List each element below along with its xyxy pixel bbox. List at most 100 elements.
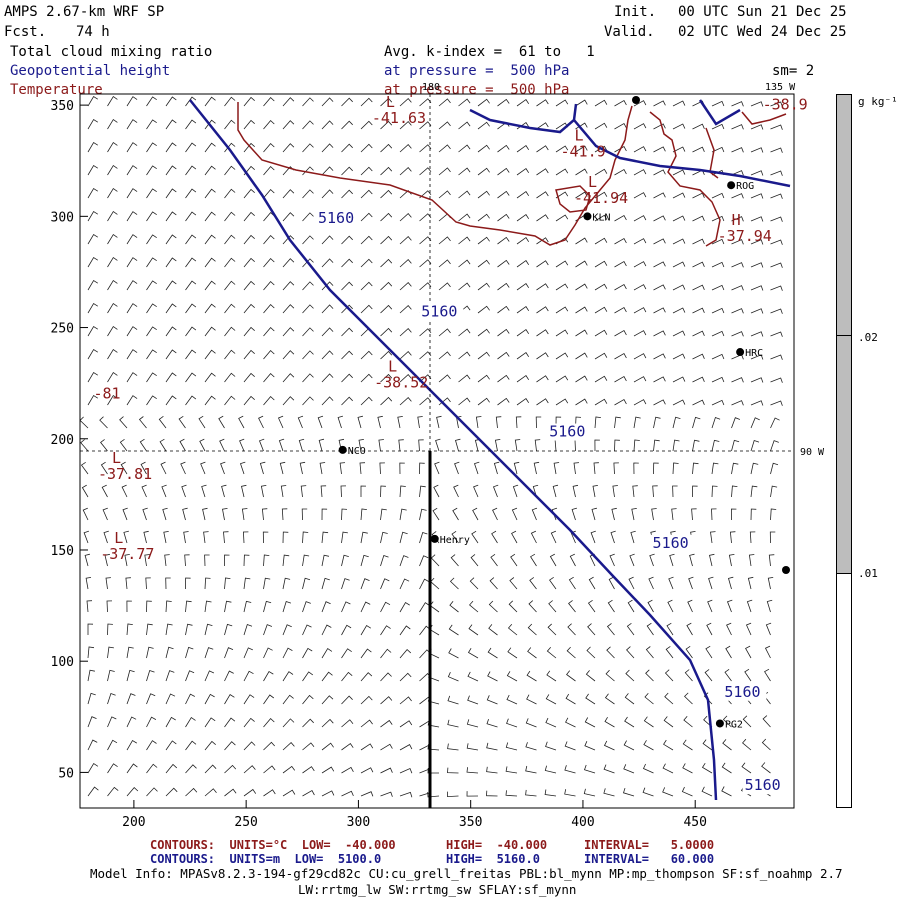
wind-barb [263,718,275,728]
wind-barb [509,577,518,590]
wind-barb [633,238,647,245]
wind-barb [360,719,373,728]
temp-contour-island [555,185,591,213]
wind-barb [653,284,666,291]
wind-barb [731,216,744,222]
wind-barb [492,484,499,498]
wind-barb [263,741,275,751]
wind-barb [380,304,393,314]
wind-barb [107,142,118,153]
wind-barb [750,400,764,406]
wind-barb [87,233,99,245]
wind-barb [731,285,744,291]
wind-barb [359,462,366,475]
wind-barb [497,236,510,245]
wind-barb [224,119,236,130]
wind-barb [511,507,518,521]
wind-barb [224,788,237,797]
wind-barb [105,577,111,590]
wind-barb [341,531,348,544]
wind-barb [204,211,216,222]
coastline-east [573,119,791,188]
wind-barb [512,484,519,498]
wind-barb [565,717,576,728]
height-contours-info: CONTOURS: UNITS=m LOW= 5100.0 [150,852,382,866]
wind-barb [473,484,479,498]
wind-barb [711,485,718,498]
wind-barb [282,600,292,613]
y-tick-label: 150 [51,544,74,559]
wind-barb [653,307,666,314]
wind-barb [146,669,155,682]
wind-barb [486,742,498,751]
wind-barb [185,395,197,406]
wind-barb [750,170,764,176]
wind-barb [380,672,392,682]
wind-barb [536,214,549,222]
wind-barb [100,461,108,475]
wind-barb [224,554,230,566]
wind-barb [204,764,217,774]
temp-contours-high: HIGH= -40.000 [446,838,548,852]
wind-barb [614,122,627,130]
wind-barb [139,438,147,452]
wind-barb [722,715,732,728]
wind-barb [730,508,737,521]
wind-barb [770,440,779,452]
wind-barb [398,439,404,452]
wind-barb [750,377,764,383]
wind-barb [495,416,502,429]
wind-barb [706,622,713,636]
wind-barb [447,672,459,682]
model-info: Model Info: MPASv8.2.3-194-gf29cd82c CU:… [90,866,843,881]
wind-barb [526,694,537,705]
wind-barb [337,415,344,429]
wind-barb [711,238,725,245]
wind-barb [672,399,686,406]
wind-barb [399,649,412,659]
station-label: PG2 [725,719,743,730]
wind-barb [321,601,331,613]
wind-barb [487,671,498,682]
temp-extremum-marker: L [388,358,397,376]
wind-barb [555,191,569,199]
wind-barb [711,330,725,337]
wind-barb [221,484,227,498]
wind-barb [536,283,549,291]
wind-barb [87,739,98,751]
wind-barb [766,599,773,613]
wind-barb [711,123,725,130]
wind-barb [438,374,451,383]
wind-barb [282,281,295,291]
wind-barb [594,122,608,130]
wind-barb [731,485,738,498]
wind-barb [146,600,152,613]
wind-barb [341,601,351,613]
wind-barb [711,192,725,199]
wind-barb [185,211,197,222]
wind-barb [263,304,275,314]
wind-barb [545,694,557,705]
wind-barb [750,147,764,153]
wind-barb [633,353,647,360]
wind-barb [204,96,216,107]
wind-barb [731,417,741,429]
wind-barb [185,787,198,797]
wind-barb [770,308,783,314]
wind-barb [299,461,306,475]
contour-label-bg [742,777,787,795]
wind-barb [731,170,744,176]
wind-barb [419,236,432,245]
wind-barb [692,330,705,337]
wind-barb [204,372,216,383]
wind-barb [87,302,99,314]
wind-barb [263,789,276,797]
wind-barb [126,349,138,360]
wind-barb [204,234,216,245]
wind-barb [179,438,186,452]
wind-barb [107,280,118,291]
wind-barb [263,120,275,130]
wind-barb [692,353,705,360]
wind-barb [575,145,588,153]
wind-barb [158,415,167,429]
